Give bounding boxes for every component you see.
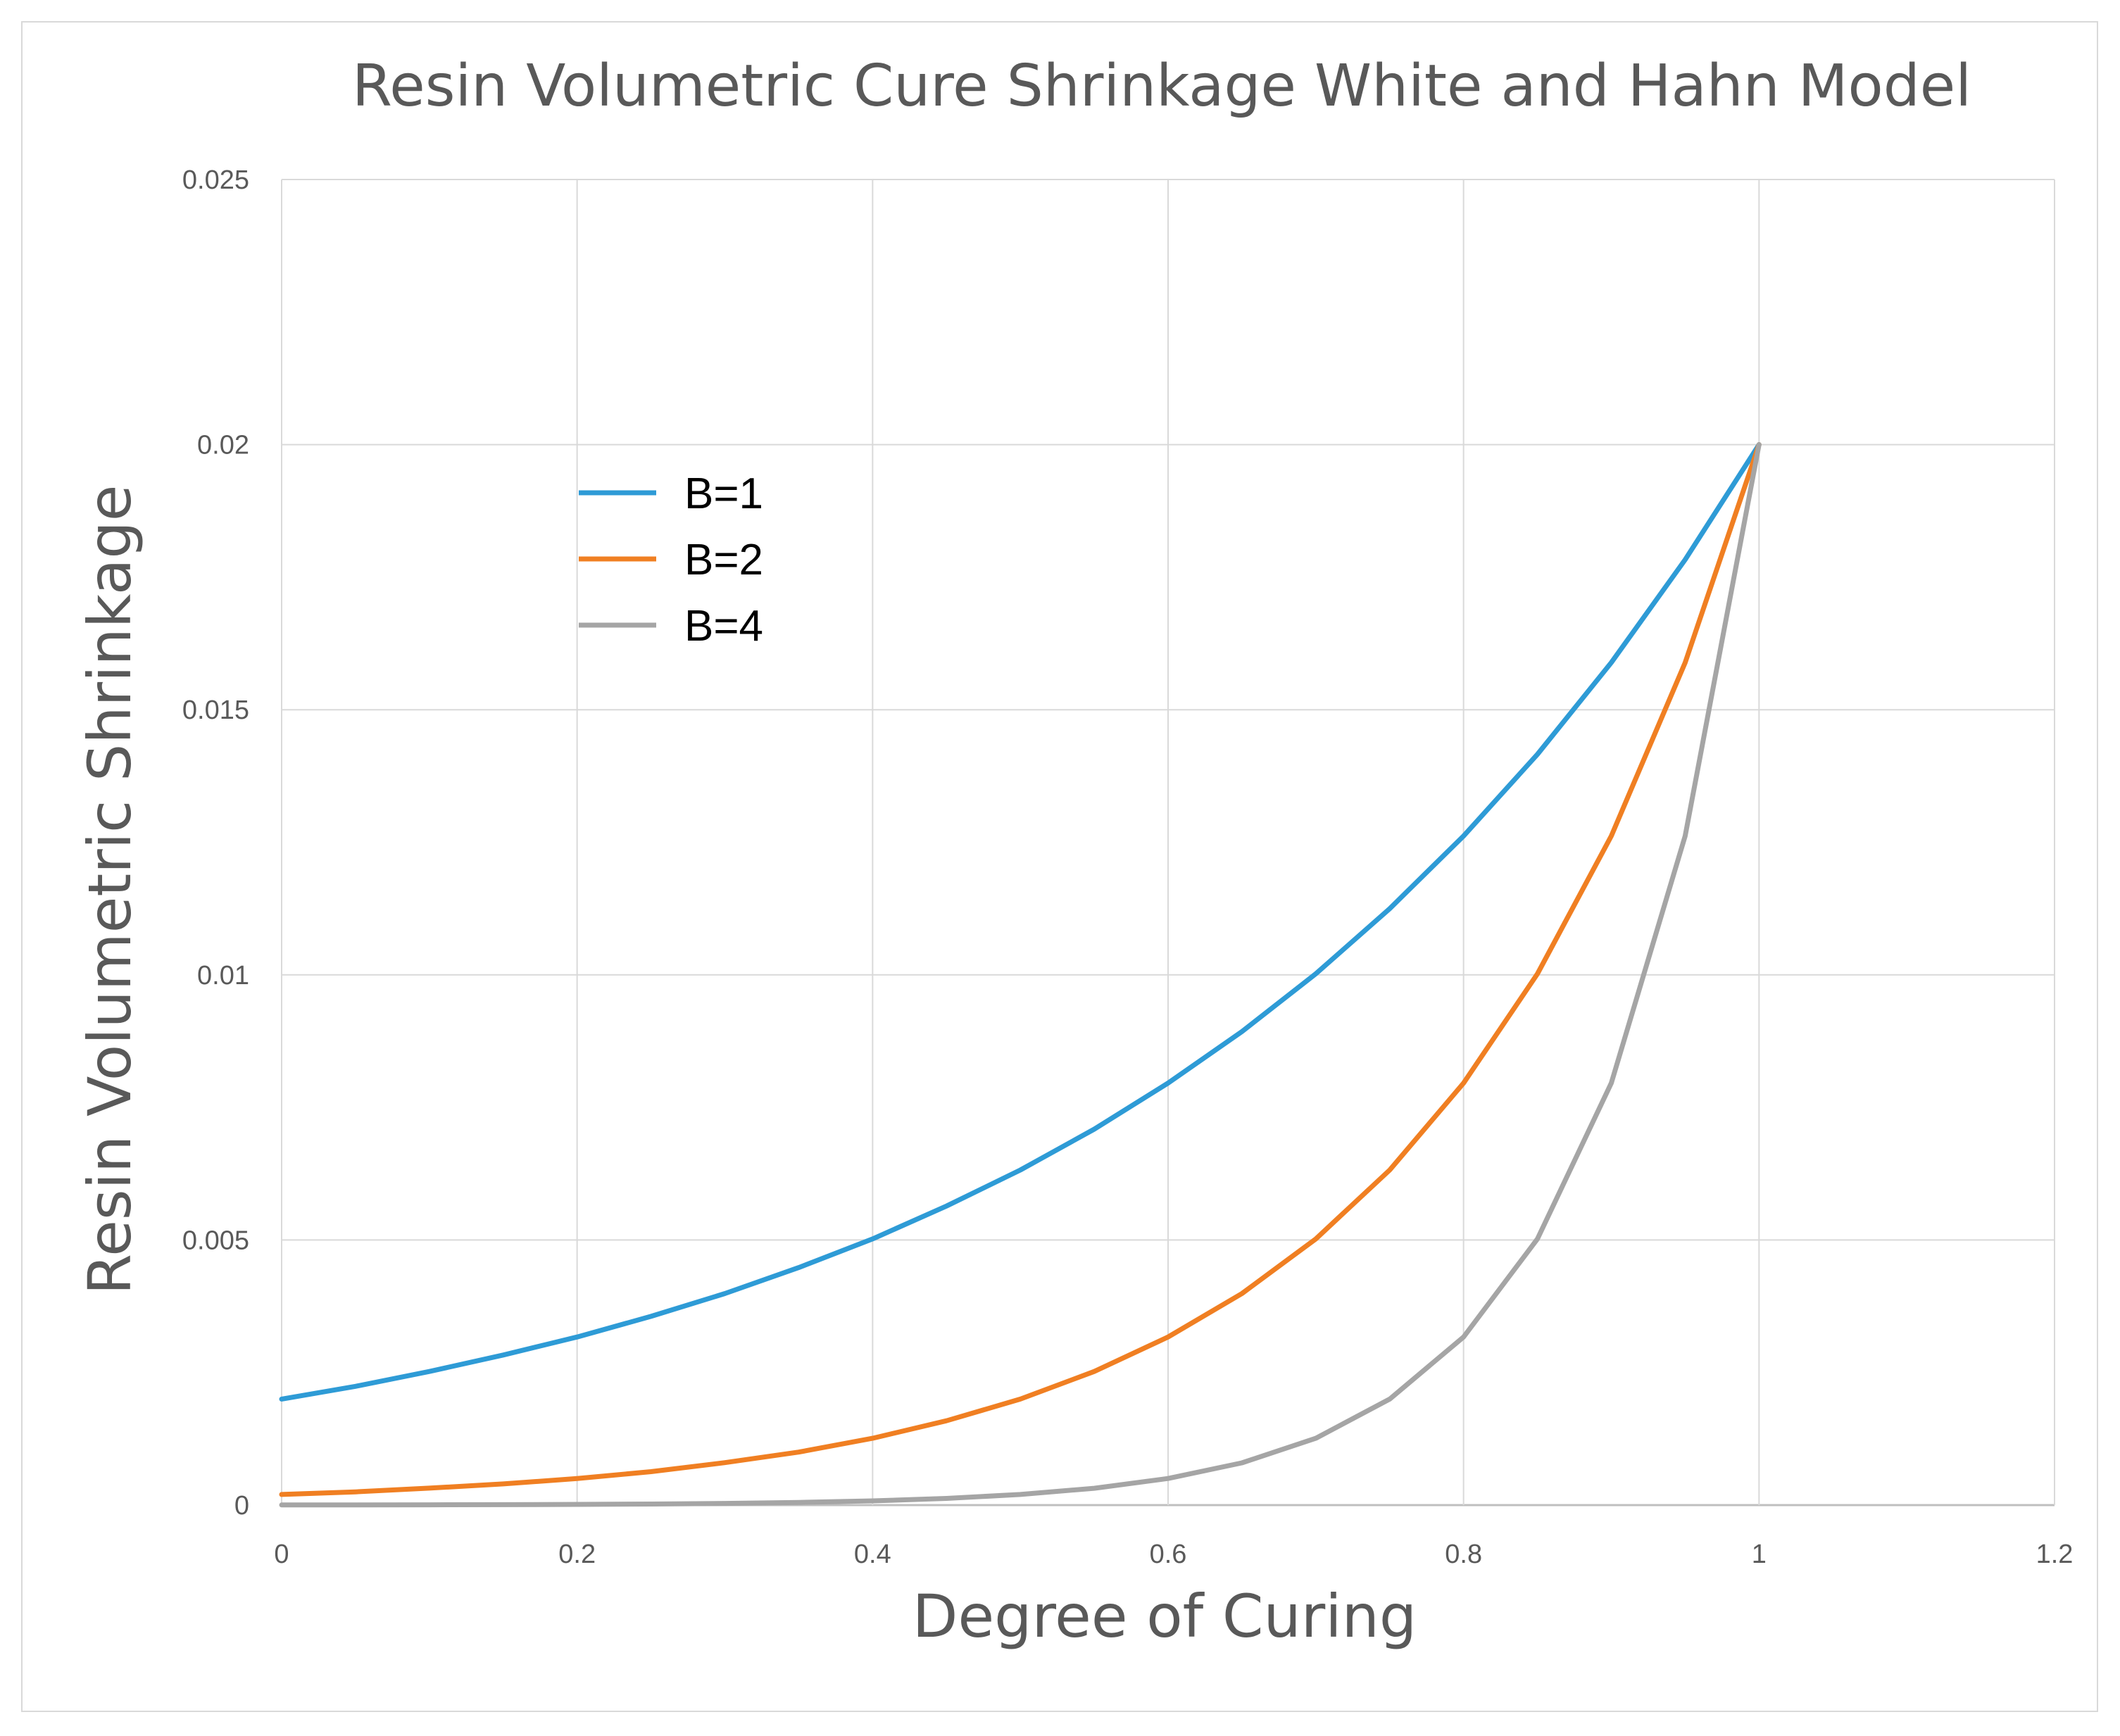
x-tick-label: 1.2 — [2036, 1540, 2074, 1569]
y-tick-label: 0.025 — [182, 165, 249, 195]
y-tick-label: 0.02 — [197, 431, 249, 460]
y-tick-label: 0.01 — [197, 961, 249, 990]
x-tick-label: 0.2 — [558, 1540, 596, 1569]
y-axis-title: Resin Volumetric Shrinkage — [75, 485, 144, 1295]
chart-canvas: Resin Volumetric Cure Shrinkage White an… — [75, 53, 2074, 1651]
legend-label: B=1 — [684, 470, 763, 518]
x-tick-label: 0 — [274, 1540, 289, 1569]
x-tick-label: 0.8 — [1445, 1540, 1482, 1569]
y-tick-label: 0 — [234, 1491, 249, 1521]
series-lines — [279, 442, 1762, 1508]
y-tick-label: 0.005 — [182, 1226, 249, 1255]
x-tick-label: 0.6 — [1150, 1540, 1187, 1569]
legend-label: B=4 — [684, 602, 763, 650]
tick-labels: 0 0.2 0.4 0.6 0.8 1 1.2 0 0.005 0.01 0.015 0.02 0.02… — [182, 165, 2074, 1569]
chart-title: Resin Volumetric Cure Shrinkage White an… — [352, 53, 1971, 120]
grid — [281, 179, 2055, 1507]
legend-label: B=2 — [684, 536, 763, 584]
x-tick-label: 1 — [1752, 1540, 1767, 1569]
chart-frame: Resin Volumetric Cure Shrinkage White an… — [21, 21, 2098, 1712]
series-line-b-1 — [279, 442, 1762, 1402]
x-tick-label: 0.4 — [854, 1540, 891, 1569]
legend: B=1 B=2 B=4 — [579, 470, 763, 650]
x-axis-title: Degree of Curing — [912, 1582, 1417, 1651]
series-line-b-2 — [279, 442, 1762, 1497]
series-line-b-4 — [279, 442, 1762, 1508]
y-tick-label: 0.015 — [182, 696, 249, 725]
